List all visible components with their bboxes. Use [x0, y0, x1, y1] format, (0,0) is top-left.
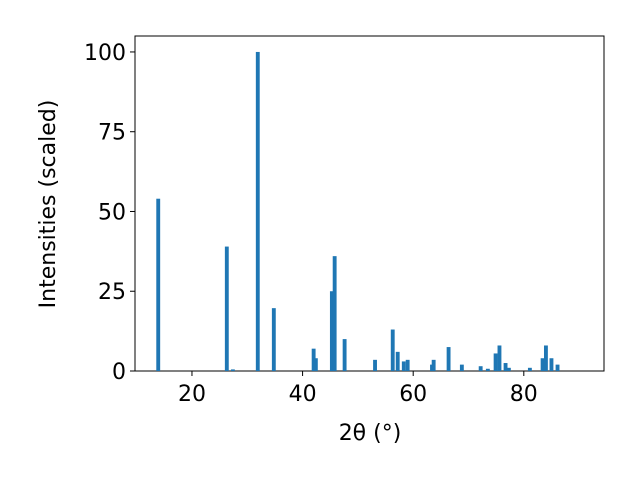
- bar: [271, 308, 276, 371]
- x-tick-label: 60: [399, 382, 427, 407]
- bar: [230, 369, 235, 371]
- y-tick-label: 50: [98, 200, 126, 225]
- bar: [459, 364, 464, 371]
- bar: [540, 358, 545, 371]
- bar: [332, 256, 337, 371]
- bar: [506, 367, 511, 371]
- bar: [478, 366, 483, 371]
- x-tick-label: 80: [510, 382, 538, 407]
- bar: [446, 347, 451, 371]
- bar: [329, 291, 334, 371]
- bar: [313, 358, 318, 371]
- y-tick-label: 75: [98, 121, 126, 146]
- bar: [527, 367, 532, 371]
- y-tick-label: 100: [84, 41, 126, 66]
- y-tick-label: 25: [98, 280, 126, 305]
- bar: [401, 361, 406, 371]
- x-tick-label: 20: [178, 382, 206, 407]
- y-tick-label: 0: [112, 360, 126, 385]
- bar: [255, 51, 260, 371]
- bar: [555, 364, 560, 371]
- bar: [503, 363, 508, 371]
- x-axis-label: 2θ (°): [339, 421, 402, 446]
- y-axis-label: Intensities (scaled): [36, 100, 61, 309]
- bar: [431, 359, 436, 371]
- bar: [311, 348, 316, 371]
- bar: [405, 359, 410, 371]
- bar: [493, 353, 498, 371]
- plot-frame: [134, 35, 605, 372]
- bar: [373, 359, 377, 371]
- bar: [342, 339, 347, 371]
- bar: [395, 351, 400, 371]
- bar: [549, 358, 554, 371]
- bar: [156, 198, 161, 371]
- x-tick-label: 40: [289, 382, 317, 407]
- bar: [224, 246, 229, 371]
- bar: [543, 345, 548, 371]
- bar: [497, 345, 502, 371]
- bar: [485, 368, 490, 371]
- bar: [390, 329, 395, 371]
